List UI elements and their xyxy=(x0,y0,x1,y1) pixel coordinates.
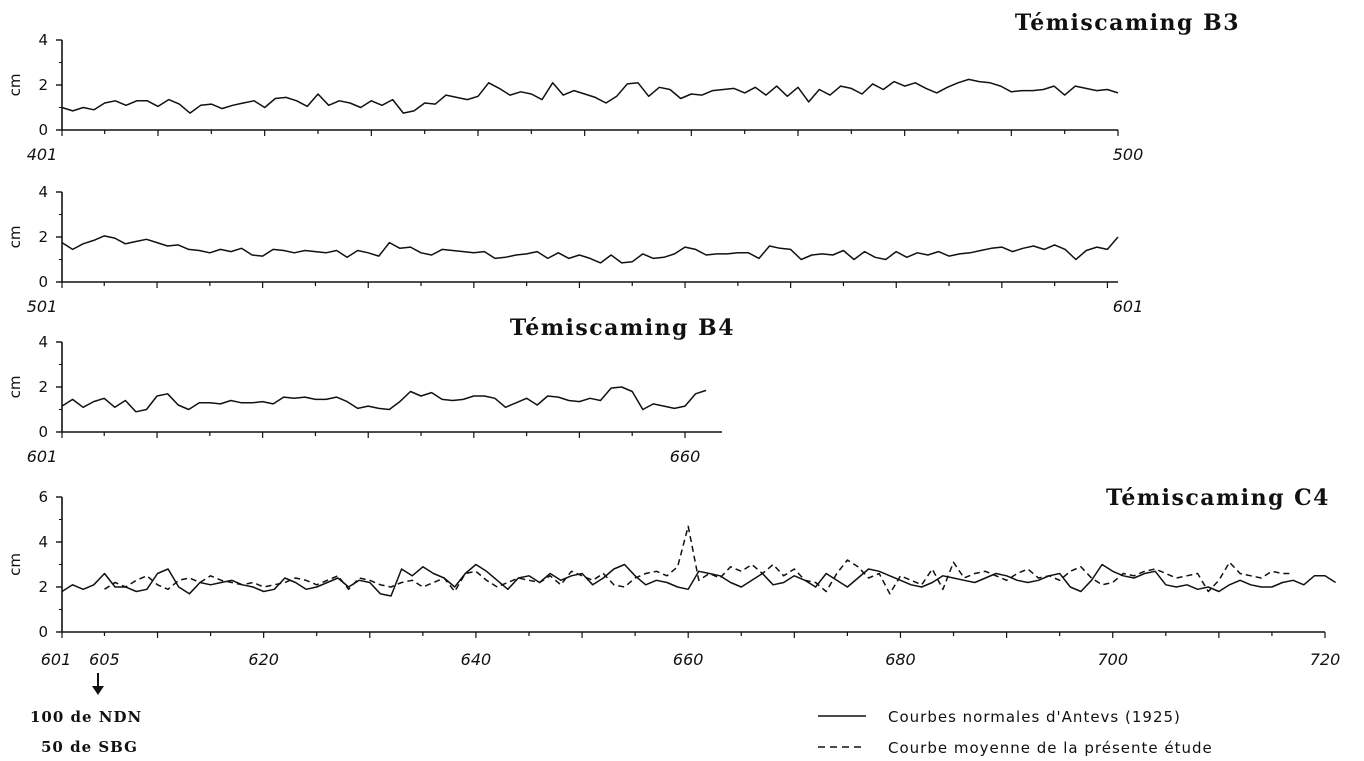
y-tick-label: 4 xyxy=(38,183,48,201)
y-tick-label: 4 xyxy=(38,533,48,551)
chart-panel-b3-501-601: 0 2 4 cm 501 601 xyxy=(6,183,1143,316)
x-tick-label: 660 xyxy=(673,650,704,669)
chart-panel-b4: 0 2 4 cm 601 660 xyxy=(6,333,722,466)
y-tick-label: 2 xyxy=(38,228,48,246)
x-tick-label: 720 xyxy=(1310,650,1341,669)
x-tick-label: 620 xyxy=(248,650,279,669)
x-tick-label: 601 xyxy=(27,447,58,466)
title-c4: Témiscaming C4 xyxy=(1106,485,1330,511)
y-axis-label: cm xyxy=(6,74,24,97)
x-tick-label: 680 xyxy=(885,650,916,669)
y-tick-label: 6 xyxy=(38,488,48,506)
legend: Courbes normales d'Antevs (1925) Courbe … xyxy=(818,708,1213,757)
x-tick-label: 601 xyxy=(41,650,72,669)
y-axis-label: cm xyxy=(6,376,24,399)
x-tick-label: 601 xyxy=(1113,297,1144,316)
x-tick-label: 605 xyxy=(89,650,120,669)
series-line-dashed xyxy=(104,525,1294,595)
x-tick-label: 640 xyxy=(461,650,492,669)
chart-panel-c4: 0 2 4 6 cm 601 605 620 640 660 680 700 720 xyxy=(6,488,1340,669)
y-tick-label: 0 xyxy=(38,273,48,291)
y-axis-label: cm xyxy=(6,553,24,576)
series-line-solid xyxy=(61,78,1119,114)
series-line-solid xyxy=(61,563,1337,597)
y-tick-label: 2 xyxy=(38,378,48,396)
title-b3: Témiscaming B3 xyxy=(1015,10,1240,36)
legend-solid-label: Courbes normales d'Antevs (1925) xyxy=(888,708,1181,726)
legend-dashed-label: Courbe moyenne de la présente étude xyxy=(888,739,1213,757)
y-tick-label: 0 xyxy=(38,623,48,641)
y-tick-label: 2 xyxy=(38,578,48,596)
y-tick-label: 4 xyxy=(38,31,48,49)
x-tick-label: 501 xyxy=(27,297,58,316)
chart-panel-b3-401-500: 0 2 4 cm 401 500 xyxy=(6,31,1143,164)
x-tick-label: 700 xyxy=(1097,650,1128,669)
series-line-solid xyxy=(61,386,707,413)
y-tick-label: 4 xyxy=(38,333,48,351)
title-b4: Témiscaming B4 xyxy=(510,315,735,341)
x-tick-label: 660 xyxy=(670,447,701,466)
y-tick-label: 2 xyxy=(38,76,48,94)
annotation-ndn: 100 de NDN xyxy=(30,708,142,726)
y-axis-label: cm xyxy=(6,226,24,249)
annotation-sbg: 50 de SBG xyxy=(41,738,138,756)
series-line-solid xyxy=(61,235,1119,264)
x-tick-label: 401 xyxy=(27,145,58,164)
x-tick-label: 500 xyxy=(1113,145,1144,164)
y-tick-label: 0 xyxy=(38,423,48,441)
annotation-arrow xyxy=(92,673,104,695)
y-tick-label: 0 xyxy=(38,121,48,139)
